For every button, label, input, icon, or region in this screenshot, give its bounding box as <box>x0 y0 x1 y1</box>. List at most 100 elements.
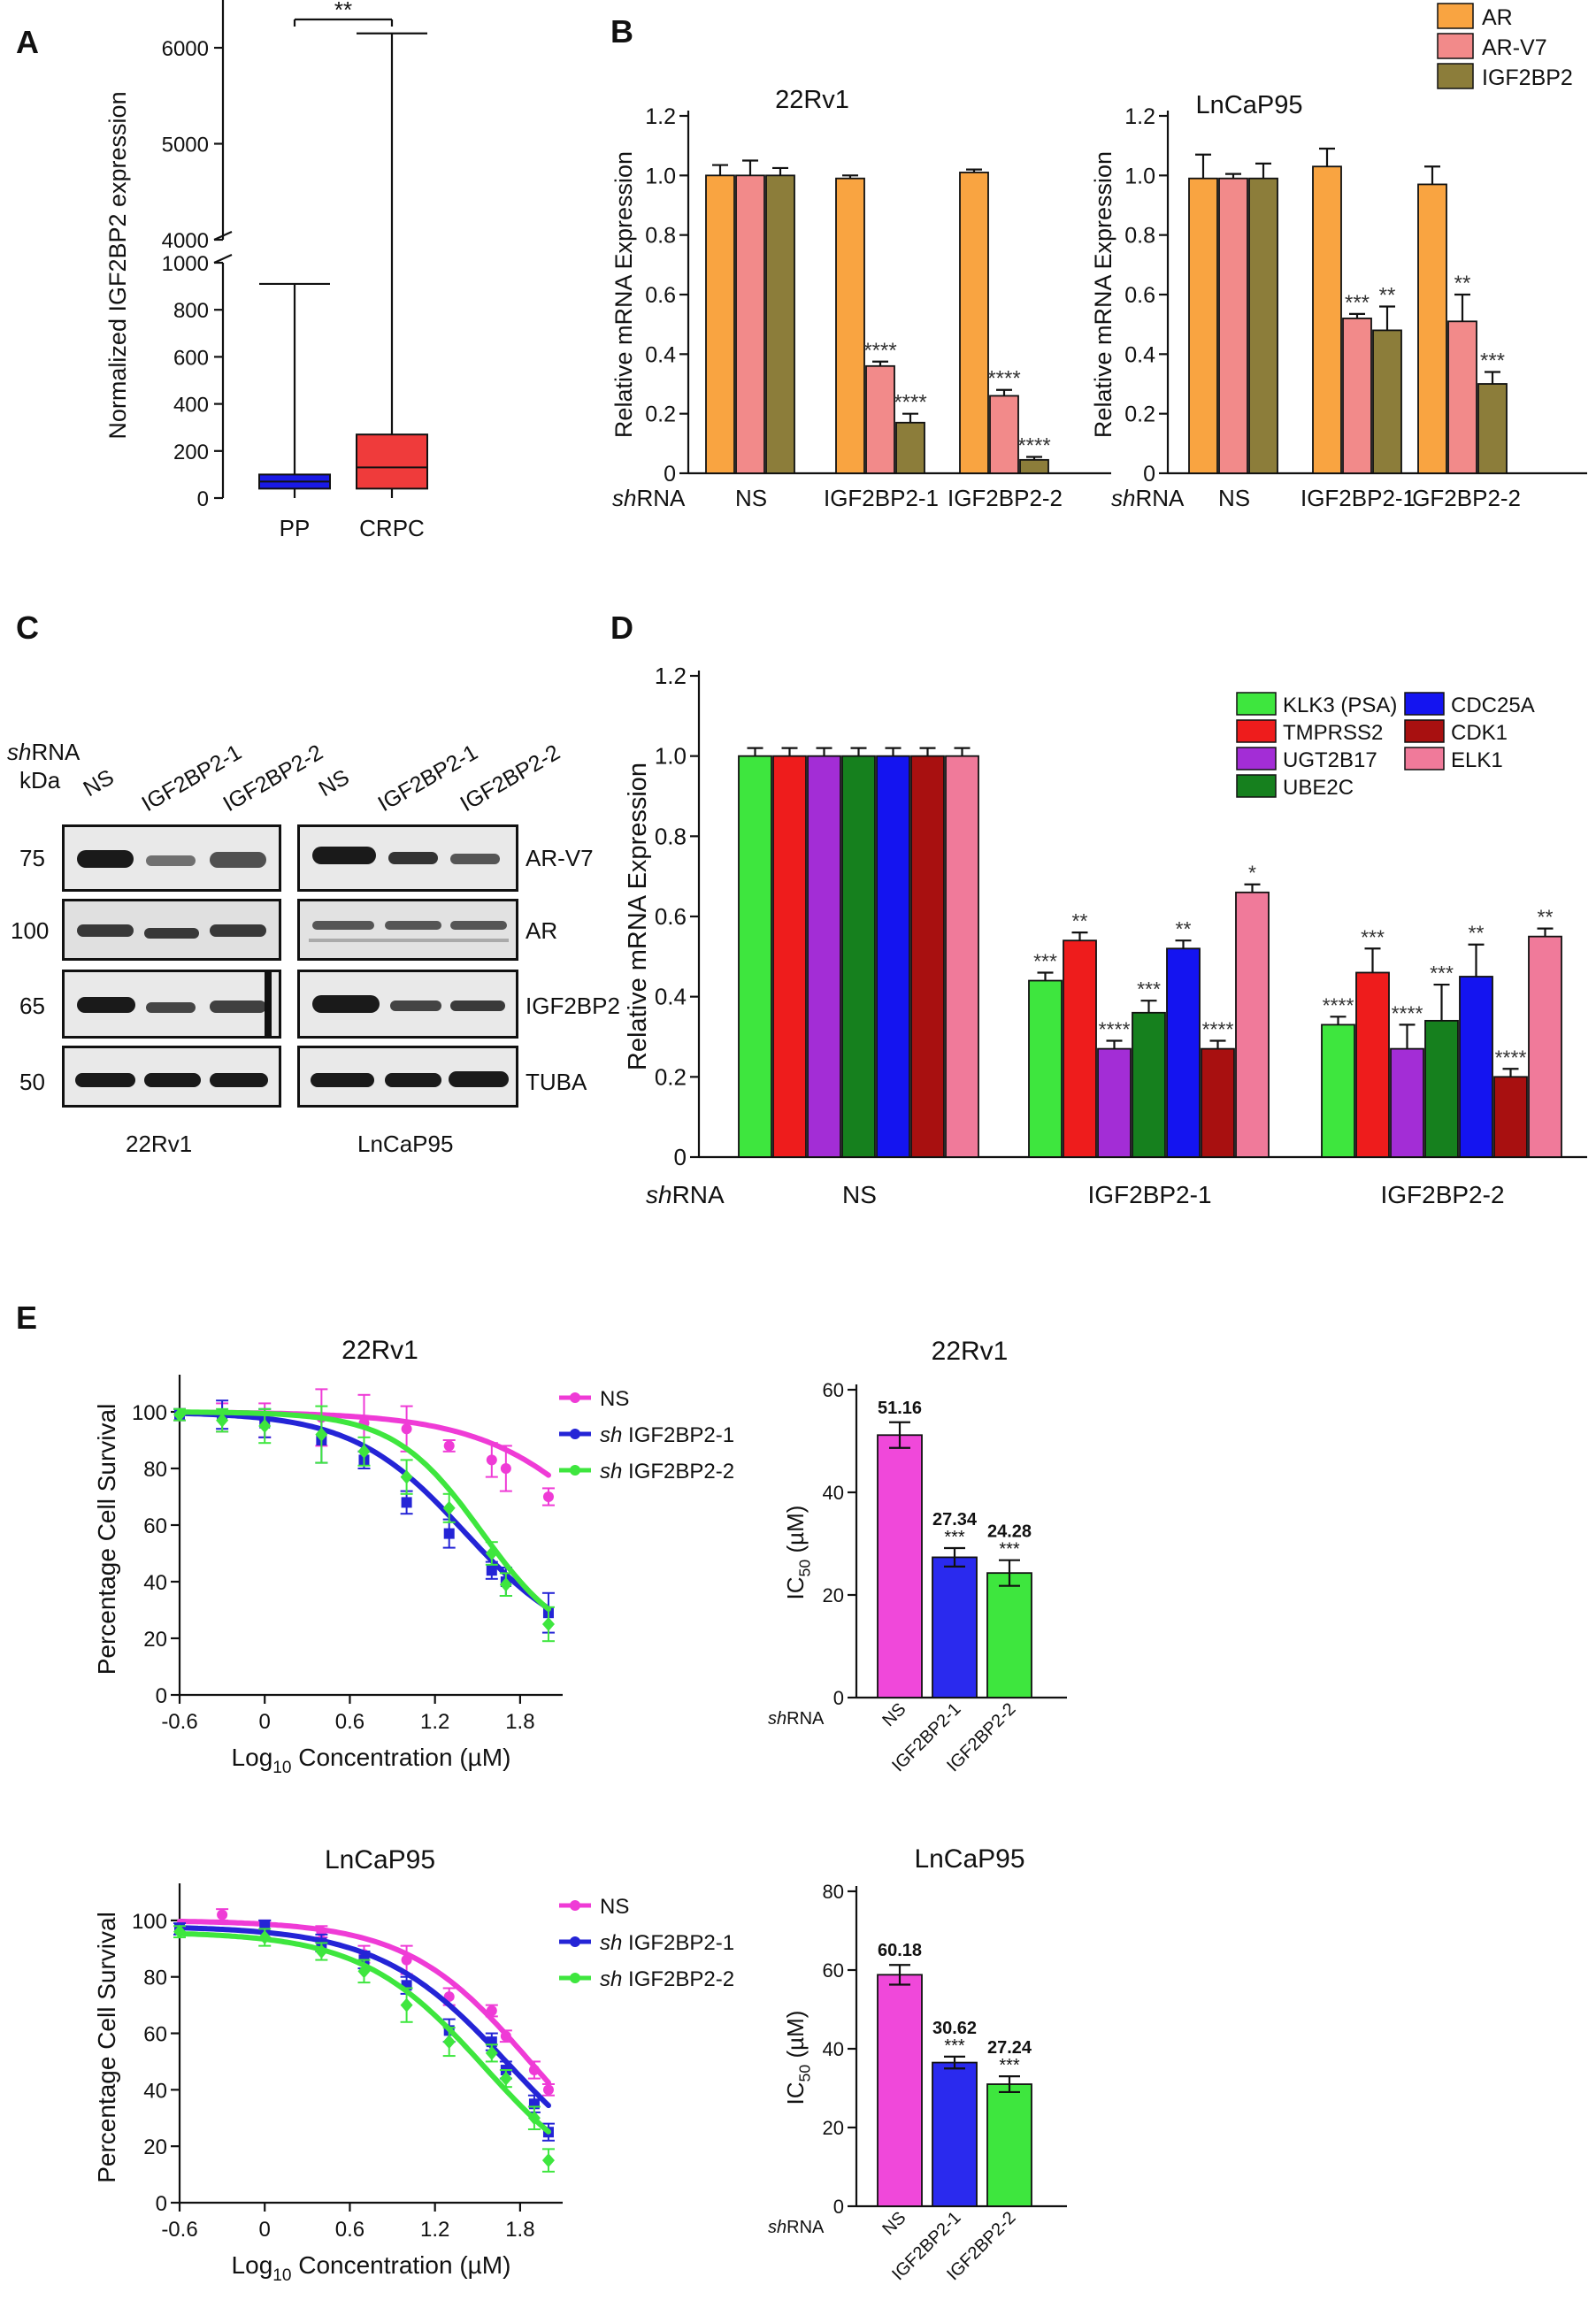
significance-marker-D: ** <box>1072 909 1088 932</box>
y-tick-label-E3: 60 <box>143 2023 167 2047</box>
y-tick-label-D: 0.2 <box>655 1063 687 1090</box>
marker-100: 100 <box>11 917 50 944</box>
bar-B2-IGF2BP2-1-AR <box>1312 165 1342 474</box>
bar-D-NS-KLK3 (PSA) <box>738 755 772 1158</box>
data-point-E1-sh IGF2BP2-2 <box>442 1500 456 1515</box>
bar-D-IGF2BP2-1-TMPRSS2 <box>1063 939 1097 1158</box>
data-point-E1-NS <box>401 1423 412 1435</box>
bar-B1-IGF2BP2-1-AR <box>835 177 865 474</box>
box-CRPC <box>356 433 428 490</box>
data-point-E3-NS <box>217 1909 228 1920</box>
x-tick-label-E1: 1.8 <box>505 1710 534 1734</box>
significance-marker-a: ** <box>334 0 352 23</box>
category-label-B2: IGF2BP2-1 <box>1301 485 1416 511</box>
legend-label-E1-sh IGF2BP2-2: sh IGF2BP2-2 <box>600 1460 734 1484</box>
x-axis-label-E3: Log10 Concentration (µM) <box>232 2251 511 2285</box>
y-tick-label-D: 0.4 <box>655 984 687 1010</box>
y-axis-label-B2: Relative mRNA Expression <box>1090 151 1116 438</box>
significance-marker-D: *** <box>1430 962 1454 985</box>
y-tick-label-E2: 40 <box>823 1482 844 1504</box>
legend-label-ELK1: ELK1 <box>1451 748 1503 772</box>
fit-curve-E1-sh IGF2BP2-2 <box>177 1409 551 1612</box>
y-tick-label-E2: 60 <box>823 1379 844 1401</box>
bar-B1-IGF2BP2-2-IGF2BP2 <box>1019 458 1049 474</box>
bar-D-NS-CDK1 <box>910 755 945 1158</box>
y-tick-label-E2: 0 <box>833 1687 844 1709</box>
tick-label-a: 400 <box>173 394 209 418</box>
value-label-E2: 24.28 <box>987 1522 1032 1542</box>
significance-marker-B1: **** <box>1017 433 1050 457</box>
significance-marker-B2: ** <box>1454 272 1471 295</box>
blot-22rv1-igf2bp2 <box>62 970 281 1039</box>
data-point-E1-sh IGF2BP2-1 <box>443 1528 455 1539</box>
chart-title-E2: 22Rv1 <box>932 1337 1009 1366</box>
x-tick-label-E3: -0.6 <box>161 2218 197 2242</box>
data-point-E1-sh IGF2BP2-2 <box>216 1413 229 1428</box>
tick-label-a: 5000 <box>162 134 209 157</box>
y-tick-label-B2: 0.8 <box>1124 224 1155 249</box>
bar-B2-NS-AR-V7 <box>1218 177 1248 474</box>
data-point-E1-sh IGF2BP2-1 <box>401 1497 412 1508</box>
data-point-E3-NS <box>486 2005 497 2017</box>
tick-label-a: 800 <box>173 299 209 323</box>
significance-marker-E2: *** <box>944 1528 965 1547</box>
axis-break-top <box>213 230 233 242</box>
x-axis-label-D: shRNA <box>646 1181 725 1208</box>
x-axis-label-B2: shRNA <box>1111 485 1185 511</box>
legend-marker-E1-sh IGF2BP2-1 <box>570 1429 580 1439</box>
data-point-E1-NS <box>486 1454 497 1466</box>
y-tick-label-E4: 0 <box>833 2196 844 2218</box>
category-label-E4: NS <box>879 2208 909 2239</box>
legend-swatch-UBE2C <box>1236 774 1277 798</box>
data-point-E3-sh IGF2BP2-2 <box>315 1944 328 1959</box>
bar-D-IGF2BP2-1-UBE2C <box>1132 1011 1166 1158</box>
bar-D-NS-ELK1 <box>945 755 979 1158</box>
bar-B2-NS-IGF2BP2 <box>1248 177 1278 474</box>
bar-B2-IGF2BP2-1-AR-V7 <box>1342 318 1372 474</box>
legend-swatch-UGT2B17 <box>1236 747 1277 770</box>
y-tick-label-E2: 20 <box>823 1584 844 1606</box>
legend-swatch-TMPRSS2 <box>1236 719 1277 743</box>
x-tick-label-E3: 1.2 <box>420 2218 449 2242</box>
legend-swatch-ELK1 <box>1404 747 1445 770</box>
y-tick-label-B1: 1.2 <box>645 104 676 129</box>
significance-marker-D: **** <box>1202 1018 1234 1041</box>
y-tick-label-E3: 20 <box>143 2135 167 2159</box>
legend-label-E3-sh IGF2BP2-1: sh IGF2BP2-1 <box>600 1931 734 1955</box>
bar-B1-IGF2BP2-2-AR <box>959 172 989 474</box>
data-point-E1-sh IGF2BP2-2 <box>485 1546 498 1560</box>
bar-B1-NS-IGF2BP2 <box>765 174 795 474</box>
bar-D-IGF2BP2-2-UGT2B17 <box>1390 1047 1424 1158</box>
category-label-B1: NS <box>735 485 767 511</box>
category-label-B2: NS <box>1218 485 1250 511</box>
y-tick-label-B1: 0.4 <box>645 342 676 367</box>
chart-title-E4: LnCaP95 <box>914 1844 1024 1874</box>
bar-B2-IGF2BP2-2-AR-V7 <box>1447 320 1477 474</box>
ic50-bar-E4-IGF2BP2-1 <box>932 2061 978 2207</box>
significance-marker-D: *** <box>1137 978 1161 1000</box>
significance-marker-B1: **** <box>863 339 896 363</box>
cell-line-22rv1: 22Rv1 <box>126 1131 193 1157</box>
axis-break-bottom <box>213 253 233 264</box>
data-point-E1-sh IGF2BP2-2 <box>258 1419 272 1433</box>
data-point-E1-NS <box>443 1440 455 1452</box>
panel-letter-e: E <box>16 1300 37 1336</box>
bar-D-NS-UGT2B17 <box>807 755 841 1158</box>
y-tick-label-B2: 0.2 <box>1124 402 1155 427</box>
legend-marker-E1-NS <box>570 1392 580 1403</box>
value-label-E2: 51.16 <box>878 1399 922 1418</box>
significance-marker-D: * <box>1248 862 1256 885</box>
significance-marker-B2: ** <box>1379 283 1396 307</box>
blot-22rv1-arv7 <box>62 824 281 892</box>
y-tick-label-E1: 80 <box>143 1458 167 1482</box>
significance-marker-E4: *** <box>944 2036 965 2056</box>
significance-marker-D: **** <box>1323 993 1354 1016</box>
y-tick-label-E4: 20 <box>823 2117 844 2139</box>
y-tick-label-B2: 0 <box>1143 462 1155 487</box>
legend-swatch-KLK3 (PSA) <box>1236 692 1277 716</box>
data-point-E1-sh IGF2BP2-2 <box>173 1407 186 1422</box>
panel-letter-d: D <box>610 610 633 646</box>
bar-B2-IGF2BP2-2-IGF2BP2 <box>1477 383 1508 474</box>
legend-label-E1-NS: NS <box>600 1387 629 1411</box>
protein-label-igf2bp2: IGF2BP2 <box>526 993 620 1019</box>
